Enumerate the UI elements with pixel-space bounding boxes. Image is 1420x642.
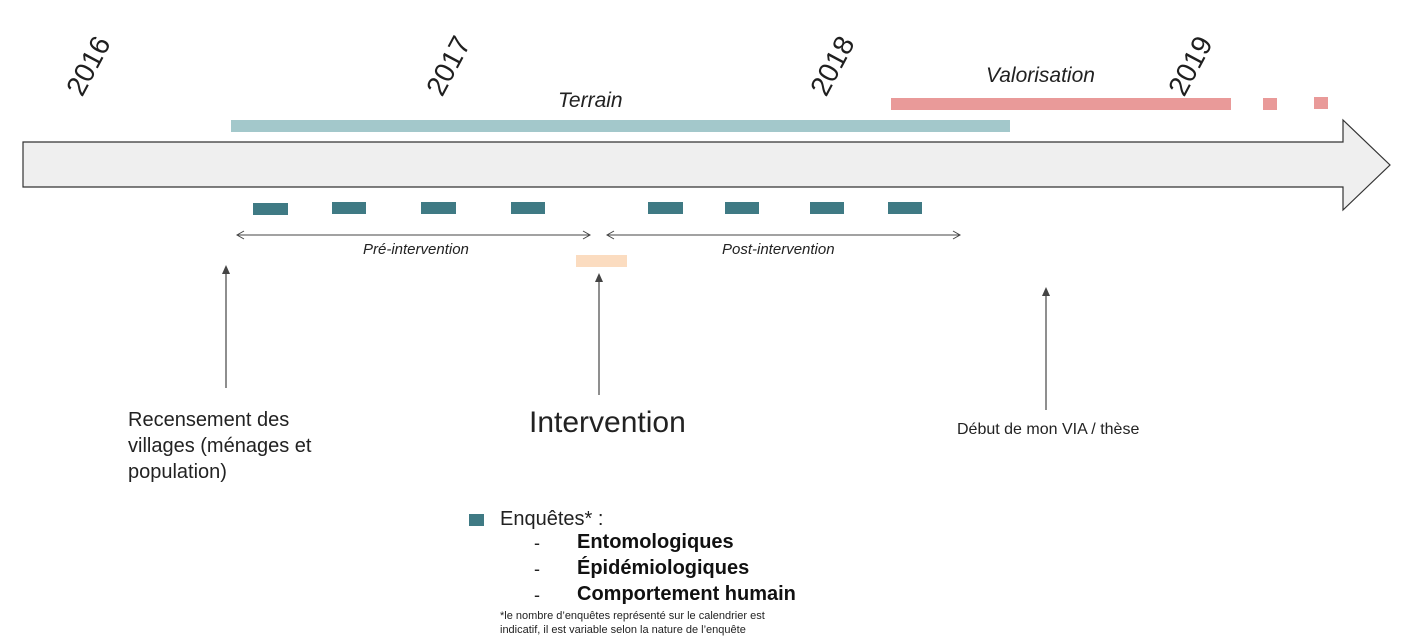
recensement-label: Recensement des villages (ménages et pop… <box>128 407 311 485</box>
valorisation-dot <box>1263 98 1277 110</box>
legend-dash: - <box>534 585 540 605</box>
post-intervention-label: Post-intervention <box>722 241 835 258</box>
legend-dash: - <box>534 559 540 579</box>
legend-item-epidemiologiques: Épidémiologiques <box>577 557 750 579</box>
survey-block <box>810 202 844 214</box>
recensement-arrow <box>222 265 230 388</box>
timeline-arrow <box>22 118 1391 212</box>
valorisation-bar <box>891 98 1231 110</box>
via-arrow <box>1042 287 1050 410</box>
legend-dash: - <box>534 533 540 553</box>
legend-note-line: *le nombre d’enquêtes représenté sur le … <box>500 610 765 622</box>
intervention-block <box>576 255 627 267</box>
survey-block <box>725 202 759 214</box>
survey-block <box>421 202 456 214</box>
survey-block <box>253 203 288 215</box>
intervention-label: Intervention <box>529 406 686 439</box>
legend-title: Enquêtes* : <box>500 508 604 530</box>
survey-block <box>648 202 683 214</box>
terrain-bar <box>231 120 1010 132</box>
via-label: Début de mon VIA / thèse <box>957 421 1140 438</box>
survey-block <box>511 202 545 214</box>
pre-intervention-range <box>235 230 592 240</box>
survey-block <box>332 202 366 214</box>
legend-note-line: indicatif, il est variable selon la natu… <box>500 624 746 636</box>
intervention-arrow <box>595 273 603 395</box>
valorisation-label: Valorisation <box>986 64 1095 87</box>
pre-intervention-label: Pré-intervention <box>363 241 469 258</box>
terrain-label: Terrain <box>558 89 623 112</box>
valorisation-dot <box>1314 97 1328 109</box>
legend-item-comportement-humain: Comportement humain <box>577 583 796 605</box>
legend-item-entomologiques: Entomologiques <box>577 531 734 553</box>
recensement-line: villages (ménages et <box>128 435 312 457</box>
recensement-line: population) <box>128 461 227 483</box>
legend-note: *le nombre d’enquêtes représenté sur le … <box>500 609 765 637</box>
legend-survey-swatch <box>469 514 484 526</box>
post-intervention-range <box>605 230 962 240</box>
recensement-line: Recensement des <box>128 409 290 431</box>
survey-block <box>888 202 922 214</box>
